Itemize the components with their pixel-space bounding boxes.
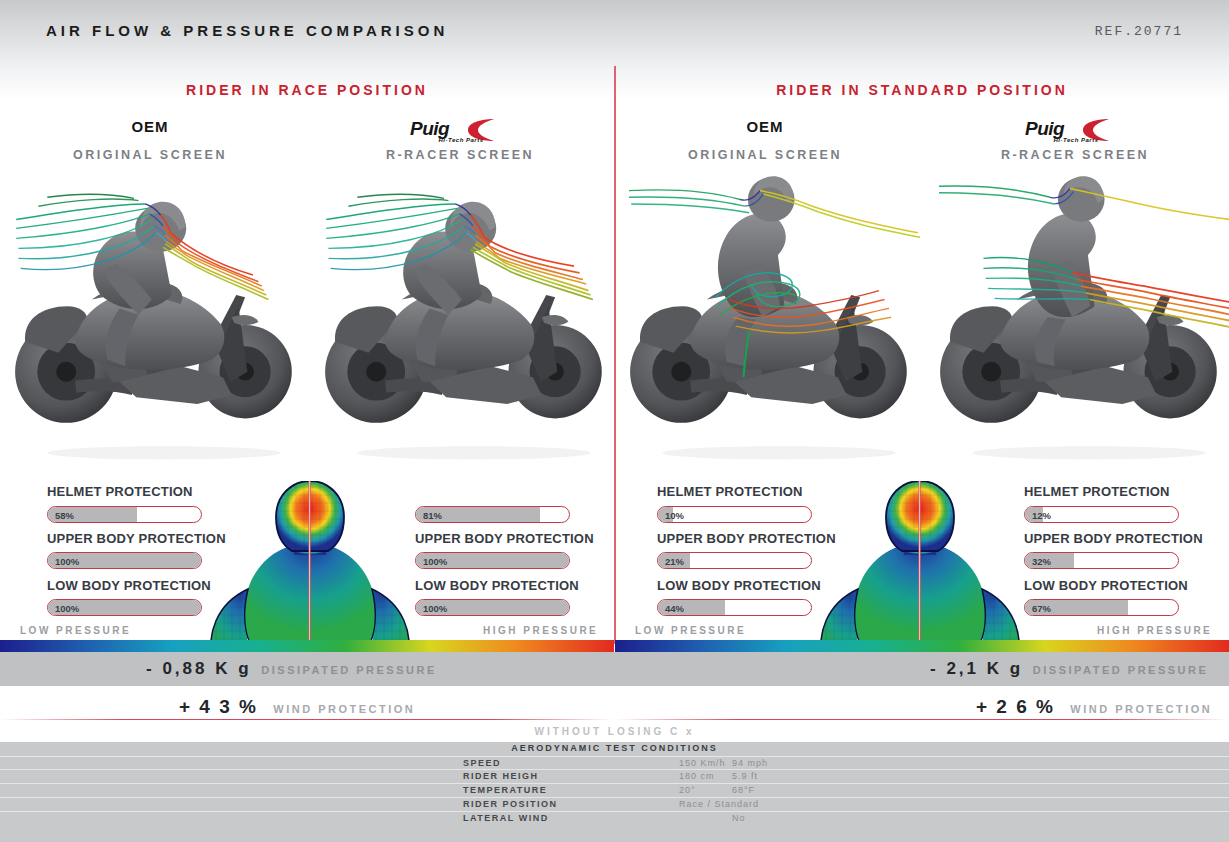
svg-text:Puig: Puig	[1025, 118, 1065, 139]
svg-text:Puig: Puig	[410, 118, 450, 139]
